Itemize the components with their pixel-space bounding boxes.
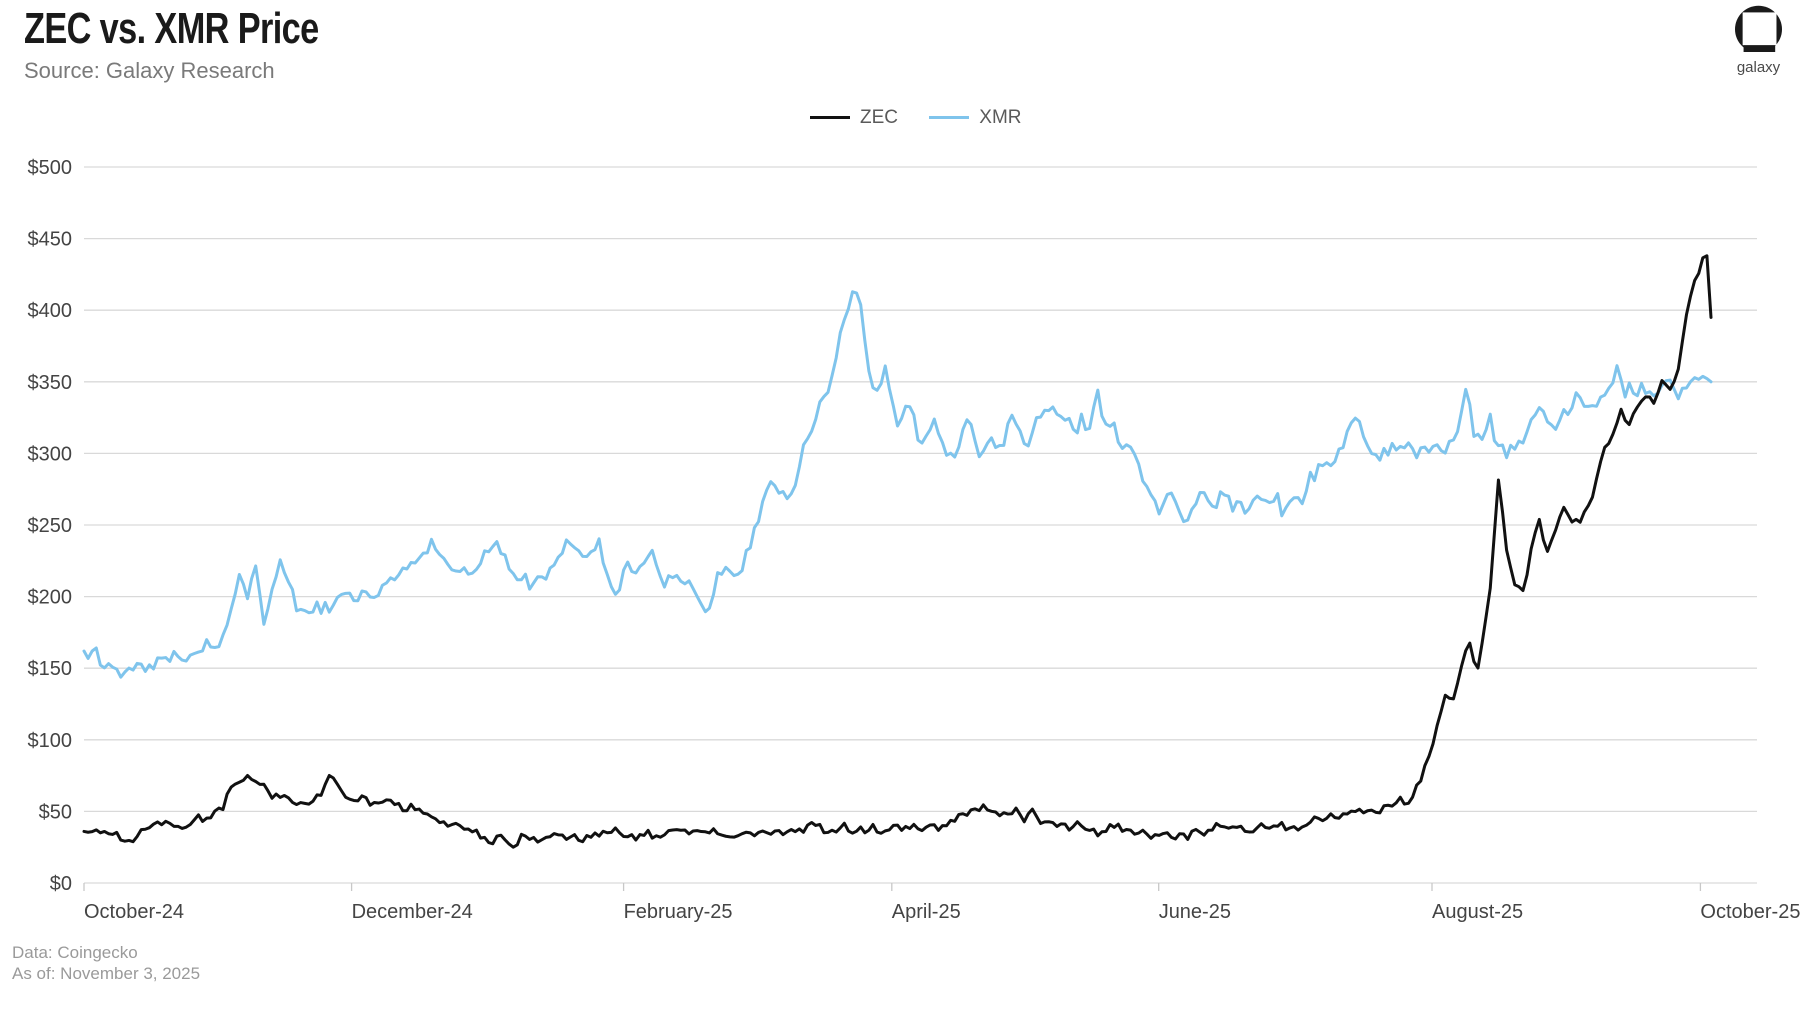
svg-text:June-25: June-25 xyxy=(1159,901,1231,923)
svg-text:$50: $50 xyxy=(39,801,72,823)
svg-text:$350: $350 xyxy=(28,372,73,394)
svg-text:December-24: December-24 xyxy=(352,901,473,923)
svg-text:October-24: October-24 xyxy=(84,901,184,923)
svg-text:$450: $450 xyxy=(28,229,73,251)
svg-text:$100: $100 xyxy=(28,730,73,752)
svg-text:$500: $500 xyxy=(28,157,73,179)
svg-text:$300: $300 xyxy=(28,443,73,465)
svg-text:February-25: February-25 xyxy=(624,901,733,923)
svg-text:$150: $150 xyxy=(28,658,73,680)
svg-text:April-25: April-25 xyxy=(892,901,961,923)
svg-text:$0: $0 xyxy=(50,873,72,895)
svg-text:October-25: October-25 xyxy=(1700,901,1800,923)
svg-text:$250: $250 xyxy=(28,515,73,537)
svg-text:August-25: August-25 xyxy=(1432,901,1523,923)
svg-text:$400: $400 xyxy=(28,300,73,322)
svg-text:$200: $200 xyxy=(28,587,73,609)
